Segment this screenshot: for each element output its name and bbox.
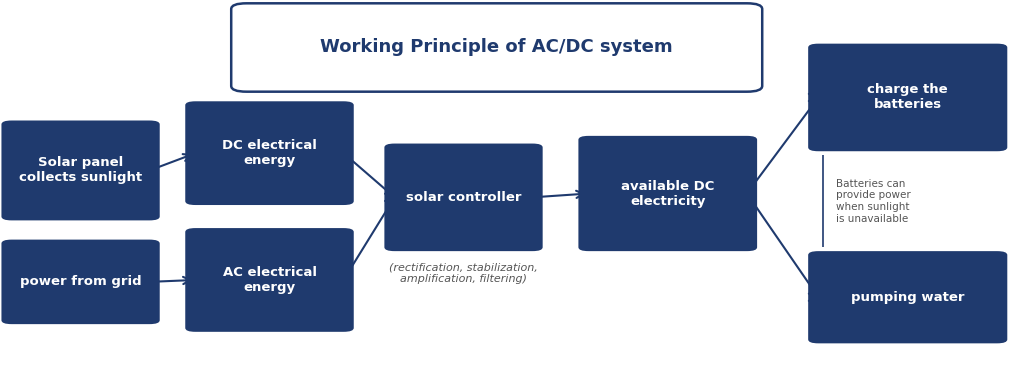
FancyBboxPatch shape	[384, 144, 543, 251]
Text: solar controller: solar controller	[406, 191, 521, 204]
Text: pumping water: pumping water	[851, 291, 965, 304]
Text: Working Principle of AC/DC system: Working Principle of AC/DC system	[321, 38, 673, 57]
Text: power from grid: power from grid	[19, 276, 141, 288]
FancyBboxPatch shape	[808, 251, 1008, 343]
FancyBboxPatch shape	[579, 136, 757, 251]
Text: charge the
batteries: charge the batteries	[867, 84, 948, 111]
Text: AC electrical
energy: AC electrical energy	[222, 266, 316, 294]
Text: Batteries can
provide power
when sunlight
is unavailable: Batteries can provide power when sunligh…	[836, 179, 910, 224]
FancyBboxPatch shape	[1, 120, 160, 220]
FancyBboxPatch shape	[808, 44, 1008, 151]
FancyBboxPatch shape	[231, 3, 762, 92]
FancyBboxPatch shape	[1, 240, 160, 324]
Text: (rectification, stabilization,
amplification, filtering): (rectification, stabilization, amplifica…	[389, 263, 538, 284]
Text: Solar panel
collects sunlight: Solar panel collects sunlight	[19, 156, 142, 185]
FancyBboxPatch shape	[185, 101, 353, 205]
FancyBboxPatch shape	[185, 228, 353, 332]
Text: DC electrical
energy: DC electrical energy	[222, 139, 317, 167]
Text: available DC
electricity: available DC electricity	[622, 180, 715, 207]
